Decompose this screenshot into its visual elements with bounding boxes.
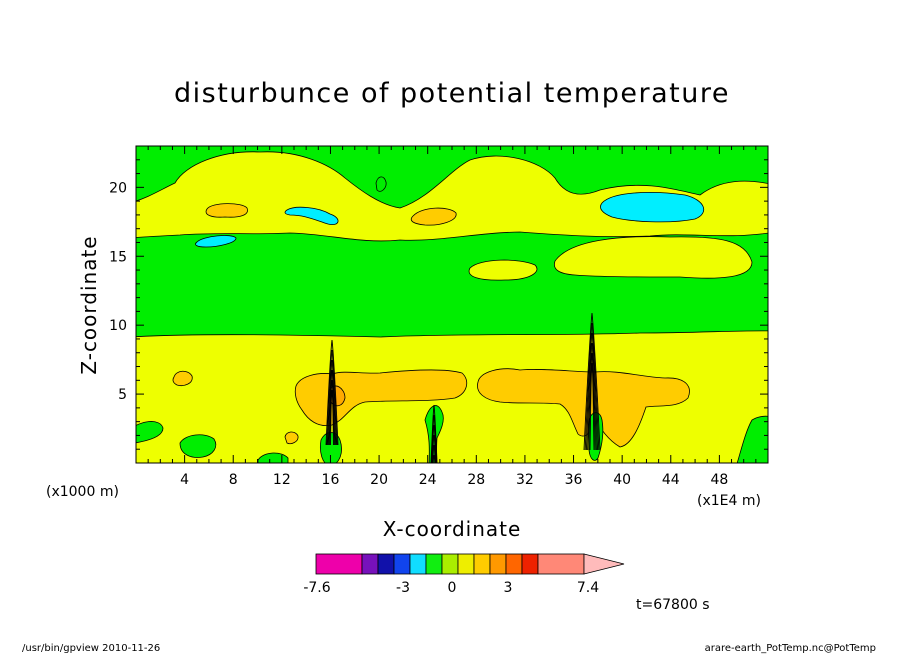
colorbar-label: 0 — [448, 580, 457, 596]
colorbar-swatch — [537, 553, 585, 575]
colorbar-swatch — [521, 553, 539, 575]
y-axis: 5 10 15 20 — [109, 180, 768, 403]
x-tick-label: 28 — [467, 472, 485, 488]
colorbar-swatch — [393, 553, 411, 575]
colorbar-swatch — [489, 553, 507, 575]
colorbar-label: -7.6 — [303, 580, 330, 596]
footer-right: arare-earth_PotTemp.nc@PotTemp — [705, 643, 876, 654]
colorbar: -7.6 -3 0 3 7.4 — [303, 553, 625, 596]
field-cyan-patch — [284, 206, 339, 225]
colorbar-swatch — [315, 553, 363, 575]
colorbar-swatch — [377, 553, 395, 575]
x-tick-label: 40 — [613, 472, 631, 488]
field-cyan-patch — [600, 192, 705, 223]
colorbar-label: -3 — [396, 580, 410, 596]
field-green-low — [136, 421, 164, 444]
x-axis-label: X-coordinate — [383, 517, 522, 541]
x-axis: 4 8 12 16 20 24 28 32 36 40 44 48 — [180, 146, 728, 488]
field-orange-band-west — [294, 369, 468, 427]
field-orange-spot — [172, 370, 193, 386]
field-mid-yellow-patch — [553, 236, 753, 279]
colorbar-swatch — [473, 553, 491, 575]
field-upper-yellow — [136, 151, 768, 242]
colorbar-swatch — [505, 553, 523, 575]
field-green-low — [736, 415, 768, 463]
y-tick-label: 20 — [109, 180, 127, 196]
field-green-low — [179, 434, 217, 458]
field-green-low — [257, 452, 289, 463]
y-tick-label: 5 — [118, 387, 127, 403]
x-tick-label: 36 — [565, 472, 583, 488]
x-tick-label: 32 — [516, 472, 534, 488]
colorbar-swatch — [409, 553, 427, 575]
footer-left: /usr/bin/gpview 2010-11-26 — [22, 643, 160, 654]
x-unit-right: (x1E4 m) — [697, 493, 761, 509]
colorbar-swatch — [361, 553, 379, 575]
field-orange-spot — [284, 431, 299, 444]
colorbar-label: 7.4 — [577, 580, 599, 596]
colorbar-swatch — [441, 553, 459, 575]
field-orange-band-east — [477, 368, 690, 448]
updraft-contours — [583, 312, 601, 451]
x-tick-label: 48 — [710, 472, 728, 488]
x-tick-label: 24 — [419, 472, 437, 488]
chart-title: disturbunce of potential temperature — [174, 78, 730, 109]
y-axis-label: Z-coordinate — [77, 235, 101, 374]
x-tick-label: 4 — [180, 472, 189, 488]
x-tick-label: 12 — [273, 472, 291, 488]
field-cyan-patch — [195, 235, 237, 248]
colorbar-label: 3 — [504, 580, 513, 596]
field — [136, 146, 768, 463]
updraft-contours — [430, 404, 438, 463]
x-unit-left: (x1000 m) — [46, 484, 119, 500]
field-green-spike — [424, 405, 444, 463]
field-orange-blob — [410, 207, 457, 226]
x-tick-label: 16 — [322, 472, 340, 488]
field-green-island — [375, 176, 387, 192]
x-tick-label: 20 — [370, 472, 388, 488]
y-tick-label: 10 — [109, 318, 127, 334]
plot-area — [135, 145, 769, 464]
field-mid-yellow-patch — [468, 259, 538, 281]
y-tick-label: 15 — [109, 249, 127, 265]
updraft-contours — [325, 339, 339, 446]
x-tick-label: 44 — [662, 472, 680, 488]
x-tick-label: 8 — [229, 472, 238, 488]
colorbar-arrow — [583, 553, 625, 575]
colorbar-swatch — [457, 553, 475, 575]
colorbar-swatch — [425, 553, 443, 575]
minor-ticks — [136, 146, 768, 463]
time-label: t=67800 s — [636, 597, 710, 613]
field-orange-blob — [205, 203, 248, 218]
